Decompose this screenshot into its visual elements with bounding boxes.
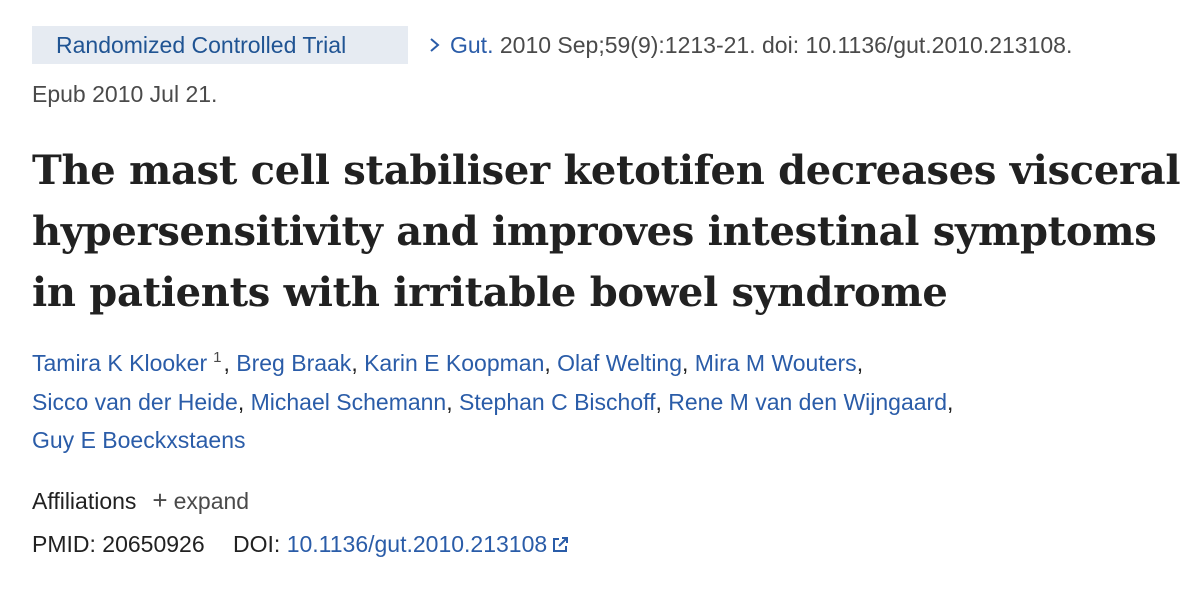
- author-link[interactable]: Breg Braak: [236, 350, 352, 376]
- chevron-right-icon[interactable]: [428, 26, 450, 64]
- citation-text: 2010 Sep;59(9):1213-21. doi: 10.1136/gut…: [493, 32, 1073, 58]
- title-line: hypersensitivity and improves intestinal…: [32, 208, 1157, 255]
- identifiers: PMID: 20650926 DOI: 10.1136/gut.2010.213…: [32, 526, 569, 564]
- title-line: The mast cell stabiliser ketotifen decre…: [32, 147, 1181, 194]
- author-link[interactable]: Mira M Wouters: [694, 350, 857, 376]
- pmid-label: PMID:: [32, 531, 96, 557]
- journal-link[interactable]: Gut.: [450, 32, 494, 58]
- affiliations-label: Affiliations: [32, 488, 137, 514]
- epub-date: Epub 2010 Jul 21.: [32, 81, 218, 107]
- affiliation-superscript[interactable]: 1: [213, 349, 222, 367]
- author-link[interactable]: Tamira K Klooker: [32, 350, 208, 376]
- author-link[interactable]: Rene M van den Wijngaard: [668, 388, 947, 415]
- affiliations-toggle[interactable]: Affiliations + expand: [32, 482, 249, 519]
- article-type-badge[interactable]: Randomized Controlled Trial: [32, 26, 408, 64]
- title-line: in patients with irritable bowel syndrom…: [32, 269, 948, 316]
- author-link[interactable]: Guy E Boeckxstaens: [32, 427, 246, 453]
- article-title: The mast cell stabiliser ketotifen decre…: [32, 140, 1182, 323]
- doi-label: DOI:: [233, 531, 281, 557]
- journal-citation: Gut. 2010 Sep;59(9):1213-21. doi: 10.113…: [428, 26, 1072, 64]
- author-list: Tamira K Klooker 1, Breg Braak, Karin E K…: [32, 349, 954, 453]
- author-link[interactable]: Michael Schemann: [250, 388, 447, 415]
- author-link[interactable]: Karin E Koopman: [364, 350, 545, 376]
- plus-icon[interactable]: +: [152, 485, 168, 515]
- author-link[interactable]: Sicco van der Heide: [32, 388, 238, 415]
- author-link[interactable]: Olaf Welting: [557, 350, 683, 376]
- expand-link[interactable]: expand: [173, 488, 250, 514]
- external-link-icon[interactable]: [551, 528, 569, 564]
- author-link[interactable]: Stephan C Bischoff: [459, 388, 656, 415]
- pmid-value: 20650926: [102, 531, 205, 557]
- doi-link[interactable]: 10.1136/gut.2010.213108: [286, 531, 548, 557]
